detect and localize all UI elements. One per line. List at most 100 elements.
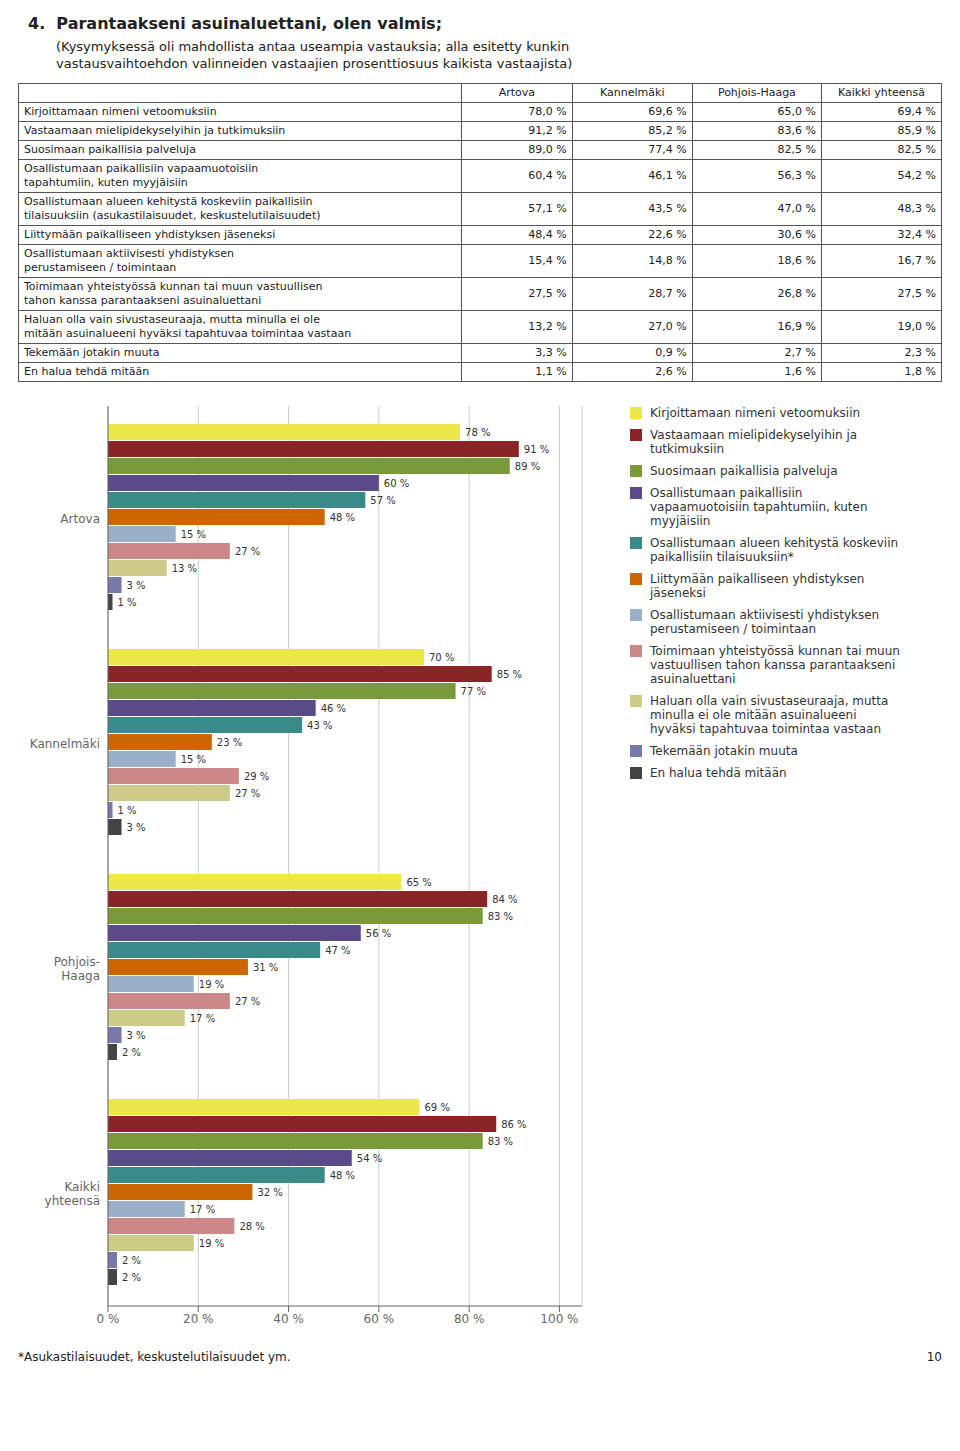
html-text:77,4 %: 77,4 % xyxy=(648,143,687,156)
svg-text:56 %: 56 % xyxy=(366,928,391,939)
svg-text:3 %: 3 % xyxy=(127,580,146,591)
svg-text:28 %: 28 % xyxy=(239,1221,264,1232)
svg-text:15 %: 15 % xyxy=(181,529,206,540)
svg-text:85 %: 85 % xyxy=(497,669,522,680)
svg-text:48 %: 48 % xyxy=(330,512,355,523)
svg-text:17 %: 17 % xyxy=(190,1013,215,1024)
svg-text:46 %: 46 % xyxy=(321,703,346,714)
svg-text:0 %: 0 % xyxy=(97,1312,120,1326)
html-text:Haluan olla vain sivustaseuraa: Haluan olla vain sivustaseuraaja, mutta … xyxy=(24,313,352,340)
html-text:Kaikki yhteensä: Kaikki yhteensä xyxy=(838,86,925,99)
html-text:85,2 %: 85,2 % xyxy=(648,124,687,137)
svg-text:Pohjois-Haaga: Pohjois-Haaga xyxy=(54,955,100,983)
svg-text:2 %: 2 % xyxy=(122,1272,141,1283)
html-text:Vastaamaan mielipidekyselyihin: Vastaamaan mielipidekyselyihin ja tutkim… xyxy=(650,428,858,456)
html-text:Vastaamaan mielipidekyselyihin: Vastaamaan mielipidekyselyihin ja tutkim… xyxy=(24,124,286,137)
html-text:En halua tehdä mitään: En halua tehdä mitään xyxy=(650,766,787,780)
html-text:Pohjois-Haaga: Pohjois-Haaga xyxy=(717,86,796,99)
html-text:Osallistumaan paikallisiin vap: Osallistumaan paikallisiin vapaamuotoisi… xyxy=(24,162,259,189)
html-text:Haluan olla vain sivustaseuraa: Haluan olla vain sivustaseuraaja, mutta … xyxy=(650,694,889,736)
svg-text:23 %: 23 % xyxy=(217,737,242,748)
html-text:91,2 %: 91,2 % xyxy=(528,124,567,137)
svg-text:Kannelmäki: Kannelmäki xyxy=(30,737,100,751)
svg-text:1 %: 1 % xyxy=(118,805,137,816)
svg-text:69 %: 69 % xyxy=(424,1102,449,1113)
html-text:*Asukastilaisuudet, keskustelu: *Asukastilaisuudet, keskustelutilaisuude… xyxy=(18,1350,291,1364)
svg-text:Kaikkiyhteensä: Kaikkiyhteensä xyxy=(45,1180,100,1208)
html-text:46,1 %: 46,1 % xyxy=(648,169,687,182)
html-text:69,4 %: 69,4 % xyxy=(897,105,936,118)
html-text:54,2 %: 54,2 % xyxy=(897,169,936,182)
svg-text:20 %: 20 % xyxy=(183,1312,214,1326)
svg-text:80 %: 80 % xyxy=(454,1312,485,1326)
svg-text:3 %: 3 % xyxy=(127,822,146,833)
svg-text:Artova: Artova xyxy=(60,512,100,526)
html-text:Osallistumaan alueen kehitystä: Osallistumaan alueen kehitystä koskeviin… xyxy=(650,536,899,564)
svg-text:19 %: 19 % xyxy=(199,1238,224,1249)
svg-text:83 %: 83 % xyxy=(488,1136,513,1147)
svg-text:84 %: 84 % xyxy=(492,894,517,905)
svg-text:19 %: 19 % xyxy=(199,979,224,990)
svg-text:83 %: 83 % xyxy=(488,911,513,922)
html-text:vastausvaihtoehdon valinneiden: vastausvaihtoehdon valinneiden vastaajie… xyxy=(56,56,573,71)
svg-text:27 %: 27 % xyxy=(235,996,260,1007)
svg-text:100 %: 100 % xyxy=(540,1312,578,1326)
html-text:Osallistumaan paikallisiin vap: Osallistumaan paikallisiin vapaamuotoisi… xyxy=(650,486,868,528)
html-text:Artova: Artova xyxy=(498,86,536,99)
html-text:Toimimaan yhteistyössä kunnan: Toimimaan yhteistyössä kunnan tai muun v… xyxy=(24,280,323,307)
svg-text:48 %: 48 % xyxy=(330,1170,355,1181)
html-text:Kirjoittamaan nimeni vetoomuks: Kirjoittamaan nimeni vetoomuksiin xyxy=(24,105,217,118)
svg-text:13 %: 13 % xyxy=(172,563,197,574)
svg-text:47 %: 47 % xyxy=(325,945,350,956)
svg-text:91 %: 91 % xyxy=(524,444,549,455)
svg-text:27 %: 27 % xyxy=(235,546,260,557)
svg-text:29 %: 29 % xyxy=(244,771,269,782)
html-text:89,0 %: 89,0 % xyxy=(528,143,567,156)
html-text:Osallistumaan aktiivisesti yhd: Osallistumaan aktiivisesti yhdistyksen p… xyxy=(650,608,880,636)
svg-text:60 %: 60 % xyxy=(364,1312,395,1326)
html-text:Osallistumaan aktiivisesti yhd: Osallistumaan aktiivisesti yhdistyksen p… xyxy=(24,247,235,274)
html-text:Toimimaan yhteistyössä kunnan: Toimimaan yhteistyössä kunnan tai muun v… xyxy=(650,644,900,686)
html-text:Kirjoittamaan nimeni vetoomuks: Kirjoittamaan nimeni vetoomuksiin xyxy=(650,406,861,420)
html-text:85,9 %: 85,9 % xyxy=(897,124,936,137)
html-text:83,6 %: 83,6 % xyxy=(777,124,816,137)
svg-text:54 %: 54 % xyxy=(357,1153,382,1164)
svg-text:77 %: 77 % xyxy=(461,686,486,697)
html-text:82,5 %: 82,5 % xyxy=(777,143,816,156)
html-text:Suosimaan paikallisia palveluj: Suosimaan paikallisia palveluja xyxy=(24,143,196,156)
svg-text:1 %: 1 % xyxy=(118,597,137,608)
svg-text:3 %: 3 % xyxy=(127,1030,146,1041)
svg-text:57 %: 57 % xyxy=(370,495,395,506)
html-text:Kannelmäki: Kannelmäki xyxy=(600,86,665,99)
html-text:4. Parantaakseni asuinaluettan: 4. Parantaakseni asuinaluettani, olen va… xyxy=(28,14,442,33)
svg-text:86 %: 86 % xyxy=(501,1119,526,1130)
svg-text:27 %: 27 % xyxy=(235,788,260,799)
svg-text:60 %: 60 % xyxy=(384,478,409,489)
svg-text:31 %: 31 % xyxy=(253,962,278,973)
html-text:60,4 %: 60,4 % xyxy=(528,169,567,182)
svg-text:89 %: 89 % xyxy=(515,461,540,472)
html-text:(Kysymyksessä oli mahdollista: (Kysymyksessä oli mahdollista antaa usea… xyxy=(56,39,570,54)
svg-text:2 %: 2 % xyxy=(122,1047,141,1058)
svg-text:15 %: 15 % xyxy=(181,754,206,765)
svg-text:40 %: 40 % xyxy=(273,1312,304,1326)
html-text:Tekemään jotakin muuta: Tekemään jotakin muuta xyxy=(650,744,798,758)
svg-text:43 %: 43 % xyxy=(307,720,332,731)
html-text:Liittymään paikalliseen yhdist: Liittymään paikalliseen yhdistyksen jäse… xyxy=(650,572,865,600)
html-text:82,5 %: 82,5 % xyxy=(897,143,936,156)
svg-text:2 %: 2 % xyxy=(122,1255,141,1266)
html-text:Suosimaan paikallisia palveluj: Suosimaan paikallisia palveluja xyxy=(650,464,838,478)
html-text:69,6 %: 69,6 % xyxy=(648,105,687,118)
html-text:Osallistumaan alueen kehitystä: Osallistumaan alueen kehitystä koskeviin… xyxy=(24,195,321,222)
svg-text:65 %: 65 % xyxy=(406,877,431,888)
svg-text:70 %: 70 % xyxy=(429,652,454,663)
svg-text:78 %: 78 % xyxy=(465,427,490,438)
html-text:78,0 %: 78,0 % xyxy=(528,105,567,118)
html-text:56,3 %: 56,3 % xyxy=(777,169,816,182)
svg-text:17 %: 17 % xyxy=(190,1204,215,1215)
html-text:43,5 %: 43,5 % xyxy=(648,202,687,215)
html-text:57,1 %: 57,1 % xyxy=(528,202,567,215)
html-text:10: 10 xyxy=(926,1350,942,1364)
svg-text:32 %: 32 % xyxy=(257,1187,282,1198)
html-text:65,0 %: 65,0 % xyxy=(777,105,816,118)
